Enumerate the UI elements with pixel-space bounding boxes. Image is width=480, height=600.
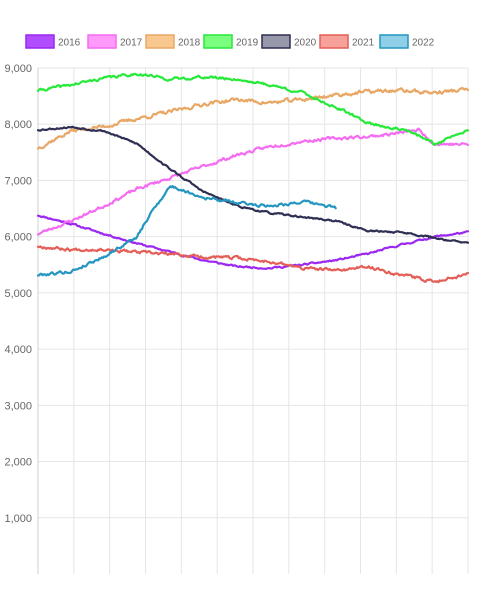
y-tick-label: 9,000 bbox=[4, 63, 32, 75]
legend-swatch bbox=[145, 34, 175, 49]
series-line-2020 bbox=[36, 125, 470, 244]
legend-label: 2021 bbox=[352, 38, 375, 49]
series-line-2022 bbox=[36, 185, 337, 277]
legend-label: 2019 bbox=[236, 38, 259, 49]
legend-label: 2017 bbox=[120, 38, 143, 49]
y-axis: 1,000 2,000 3,000 4,000 5,000 6,000 7,000 8,000… bbox=[4, 63, 32, 525]
legend-item-2016[interactable]: 2016 bbox=[25, 34, 81, 49]
series-line-2017 bbox=[36, 127, 470, 236]
y-tick-label: 8,000 bbox=[4, 119, 32, 131]
legend-label: 2020 bbox=[294, 38, 317, 49]
grid bbox=[37, 67, 469, 574]
legend-item-2017[interactable]: 2017 bbox=[87, 34, 143, 49]
y-tick-label: 2,000 bbox=[4, 457, 32, 469]
series-line-2021 bbox=[36, 245, 470, 284]
legend-label: 2022 bbox=[412, 38, 435, 49]
legend-item-2022[interactable]: 2022 bbox=[379, 34, 435, 49]
series-line-2016 bbox=[36, 214, 470, 270]
legend-swatch bbox=[379, 34, 409, 49]
series-layer bbox=[36, 72, 470, 284]
y-tick-label: 6,000 bbox=[4, 232, 32, 244]
y-tick-label: 3,000 bbox=[4, 400, 32, 412]
legend-item-2019[interactable]: 2019 bbox=[203, 34, 259, 49]
series-line-2019 bbox=[36, 72, 470, 146]
legend: 2016 2017 2018 2019 2020 2021 2022 bbox=[25, 34, 435, 49]
y-tick-label: 1,000 bbox=[4, 513, 32, 525]
legend-swatch bbox=[261, 34, 291, 49]
legend-swatch bbox=[319, 34, 349, 49]
legend-item-2020[interactable]: 2020 bbox=[261, 34, 317, 49]
legend-label: 2018 bbox=[178, 38, 201, 49]
y-tick-label: 7,000 bbox=[4, 175, 32, 187]
legend-item-2021[interactable]: 2021 bbox=[319, 34, 375, 49]
legend-swatch bbox=[87, 34, 117, 49]
y-tick-label: 4,000 bbox=[4, 344, 32, 356]
y-tick-label: 5,000 bbox=[4, 288, 32, 300]
legend-label: 2016 bbox=[58, 38, 81, 49]
series-line-2018 bbox=[36, 86, 470, 150]
legend-item-2018[interactable]: 2018 bbox=[145, 34, 201, 49]
legend-swatch bbox=[203, 34, 233, 49]
legend-swatch bbox=[25, 34, 55, 49]
